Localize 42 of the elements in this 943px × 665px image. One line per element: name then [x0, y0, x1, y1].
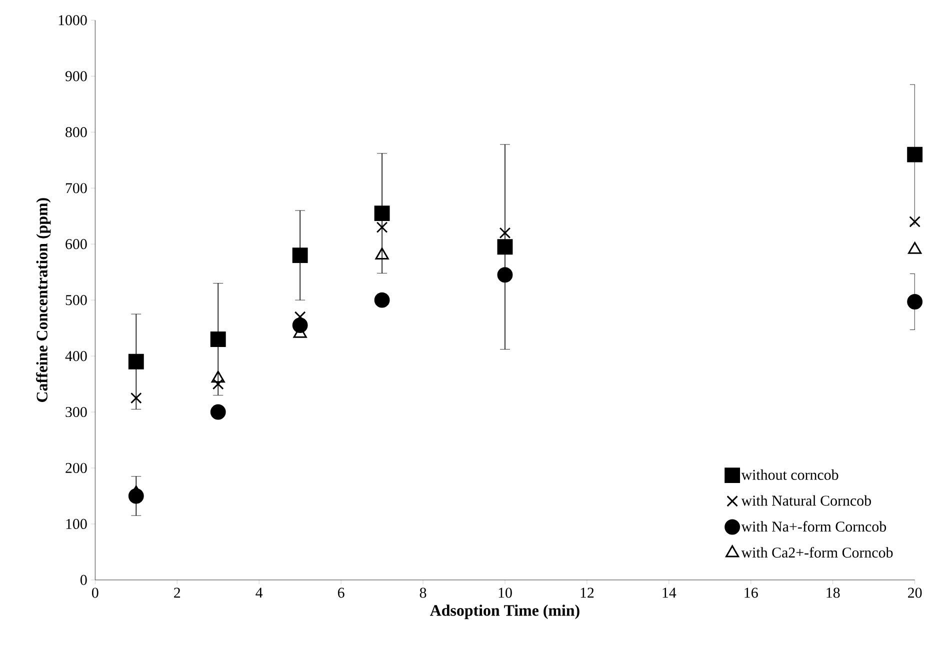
point [210, 331, 226, 347]
legend-label: without corncob [741, 469, 838, 480]
x-tick-label: 8 [420, 588, 426, 598]
point [909, 216, 920, 228]
y-tick-label: 500 [66, 294, 87, 306]
y-tick-label: 600 [66, 239, 87, 250]
y-tick-label: 300 [66, 406, 87, 418]
point [497, 267, 513, 283]
x-tick-label: 18 [826, 588, 840, 598]
legend-label: with Na+-form Corncob [741, 520, 886, 532]
y-tick-label: 800 [66, 127, 87, 138]
point [376, 222, 388, 233]
y-tick-label: 1000 [58, 15, 87, 26]
x-tick-label: 0 [92, 588, 98, 598]
point [497, 239, 513, 255]
y-tick-label: 200 [66, 462, 87, 473]
y-tick-label: 100 [66, 518, 87, 529]
point [374, 206, 390, 221]
x-tick-label: 2 [174, 588, 180, 598]
point [499, 227, 511, 239]
x-axis-title: Adsoption Time (min) [430, 604, 580, 620]
x-tick-label: 16 [744, 588, 758, 598]
x-tick-label: 12 [580, 588, 594, 598]
x-tick-label: 20 [908, 588, 922, 598]
x-tick-label: 10 [498, 588, 512, 598]
point [210, 404, 226, 420]
point [130, 392, 142, 404]
x-tick-label: 6 [338, 588, 344, 598]
point [292, 248, 308, 263]
point [212, 378, 224, 390]
y-tick-label: 700 [66, 183, 87, 194]
x-tick-label: 4 [256, 588, 263, 598]
legend-label: with Natural Corncob [741, 495, 871, 506]
y-tick-label: 400 [65, 350, 87, 362]
y-axis-title: Caffeine Concentration (ppm) [36, 198, 51, 402]
point [907, 146, 923, 162]
point [374, 292, 390, 308]
y-tick-label: 900 [65, 71, 87, 82]
x-tick-label: 14 [662, 588, 676, 598]
legend-label: with Ca2+-form Corncob [741, 546, 893, 558]
point [128, 354, 144, 370]
y-tick-label: 0 [80, 574, 87, 585]
